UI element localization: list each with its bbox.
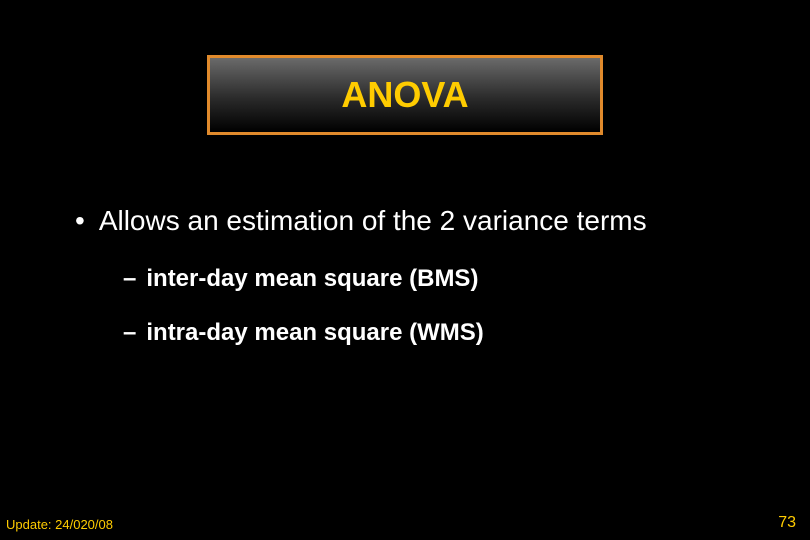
sub-text: inter-day mean square (BMS): [146, 265, 478, 293]
footer-page-number: 73: [778, 514, 796, 532]
bullet-text: Allows an estimation of the 2 variance t…: [99, 205, 647, 237]
title-box: ANOVA: [207, 55, 603, 135]
dash-marker: –: [123, 319, 136, 347]
sub-item: – inter-day mean square (BMS): [123, 265, 770, 293]
slide-title: ANOVA: [341, 74, 468, 116]
bullet-marker: •: [75, 207, 85, 235]
bullet-item: • Allows an estimation of the 2 variance…: [75, 205, 770, 237]
content-area: • Allows an estimation of the 2 variance…: [75, 205, 770, 373]
sub-text: intra-day mean square (WMS): [146, 319, 483, 347]
sub-item: – intra-day mean square (WMS): [123, 319, 770, 347]
dash-marker: –: [123, 265, 136, 293]
footer-update: Update: 24/020/08: [6, 517, 113, 532]
